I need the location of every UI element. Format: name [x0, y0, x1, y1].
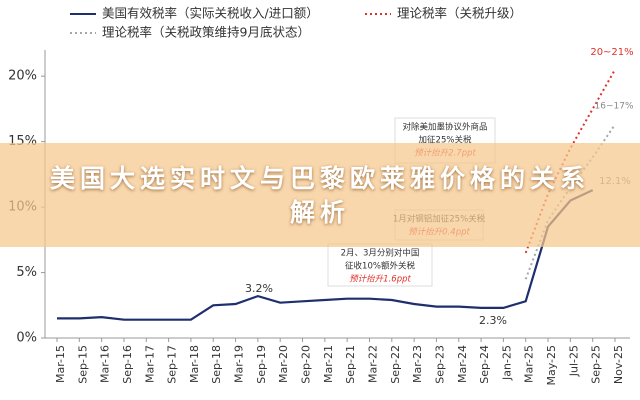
- callout-text: 2月、3月分别对中国: [341, 248, 420, 259]
- x-tick-label: Sep-25: [590, 345, 603, 384]
- callout-text: 加征25%关税: [419, 135, 472, 146]
- series-line: [57, 189, 594, 321]
- annotation: 16~17%: [595, 102, 634, 112]
- x-tick-label: Mar-21: [322, 345, 335, 383]
- y-tick-label: 20%: [8, 69, 37, 84]
- y-tick-label: 5%: [16, 265, 37, 280]
- x-tick-label: Mar-16: [99, 345, 112, 383]
- callout-text: 对除美加墨协议外商品: [402, 122, 487, 133]
- x-tick-label: Mar-23: [411, 345, 424, 383]
- legend-label: 理论税率（关税政策维持9月底状态）: [102, 25, 310, 40]
- x-tick-label: Mar-20: [277, 345, 290, 383]
- annotation: 3.2%: [245, 282, 273, 295]
- x-tick-label: Mar-15: [54, 345, 67, 383]
- x-tick-label: Sep-18: [210, 345, 223, 384]
- x-tick-label: Sep-16: [121, 345, 134, 384]
- annotation: 20~21%: [590, 47, 633, 58]
- x-tick-label: Sep-19: [255, 345, 268, 384]
- x-tick-label: Sep-21: [344, 345, 357, 384]
- x-tick-label: Mar-18: [188, 345, 201, 383]
- x-tick-label: Jul-25: [567, 345, 580, 377]
- x-tick-label: Sep-15: [76, 345, 89, 384]
- x-tick-label: Sep-17: [166, 345, 179, 384]
- x-tick-label: Sep-20: [300, 345, 313, 384]
- banner: [0, 143, 640, 247]
- x-tick-label: Sep-23: [433, 345, 446, 384]
- x-tick-label: May-25: [545, 345, 558, 386]
- x-tick-label: Nov-25: [612, 345, 625, 384]
- callout-box: [327, 243, 433, 287]
- banner-title: 美国大选实时文与巴黎欧莱雅价格的关系解析: [49, 164, 590, 227]
- annotation: 2.3%: [479, 314, 507, 327]
- legend-label: 理论税率（关税升级）: [397, 6, 522, 21]
- x-tick-label: Mar-22: [366, 345, 379, 383]
- x-tick-label: Jan-25: [500, 345, 513, 381]
- legend-label: 美国有效税率（实际关税收入/进口额）: [102, 6, 319, 21]
- x-tick-label: Sep-24: [478, 345, 491, 384]
- callout-text: 征收10%额外关税: [345, 261, 415, 272]
- x-tick-label: Mar-17: [143, 345, 156, 383]
- y-tick-label: 0%: [16, 331, 37, 346]
- callout-estimate: 预计抬升1.6ppt: [349, 274, 411, 285]
- x-tick-label: Mar-24: [456, 345, 469, 383]
- x-tick-label: Sep-22: [389, 345, 402, 384]
- x-tick-label: Mar-19: [233, 345, 246, 383]
- x-tick-label: Mar-25: [523, 345, 536, 383]
